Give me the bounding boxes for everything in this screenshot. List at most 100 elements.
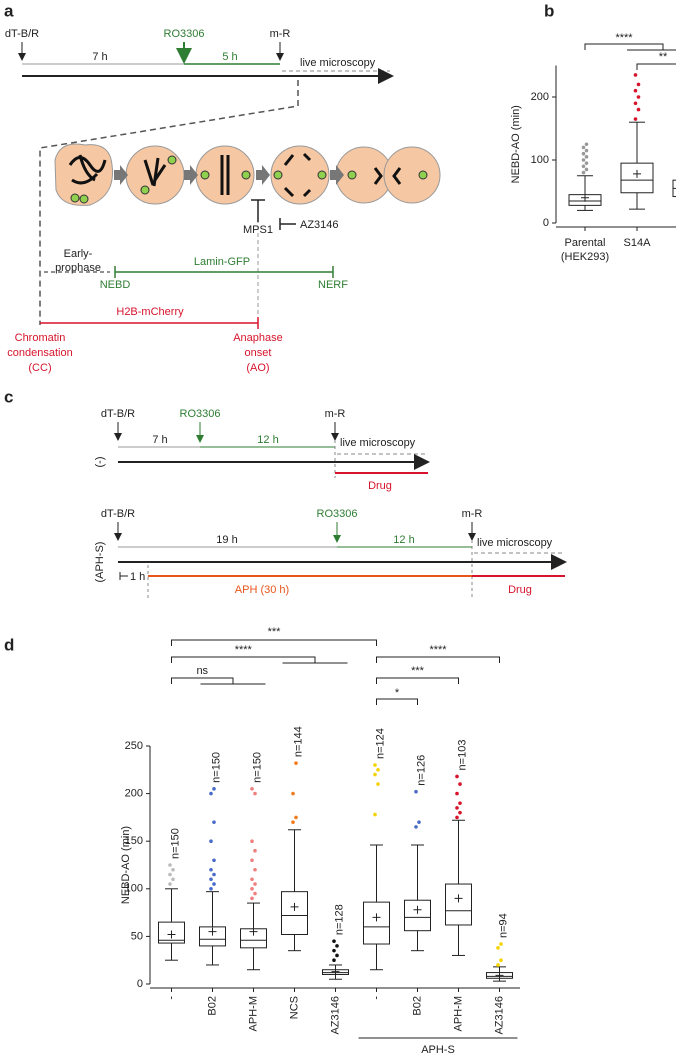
label: dT-B/R xyxy=(101,408,135,420)
panel-a: dT-B/R RO3306 m-R 7 h 5 h live microscop… xyxy=(5,28,441,374)
outlier xyxy=(335,953,339,958)
outlier xyxy=(633,88,638,93)
label: RO3306 xyxy=(180,408,221,420)
n-label: n=150 xyxy=(169,828,181,859)
centrosomes xyxy=(70,155,428,204)
outlier xyxy=(373,812,377,817)
outlier xyxy=(455,815,459,820)
mean xyxy=(581,193,589,202)
mean xyxy=(372,913,381,922)
label: Drug xyxy=(368,480,392,492)
outlier xyxy=(636,107,641,112)
n-label: n=103 xyxy=(456,740,468,771)
y-tick-label: 200 xyxy=(531,91,549,103)
x-tick-label: NCS xyxy=(288,996,300,1019)
significance: *** xyxy=(411,665,425,677)
label: Anaphase xyxy=(233,332,283,344)
outlier xyxy=(581,145,586,150)
y-tick-label: 250 xyxy=(125,740,143,752)
label: (-) xyxy=(94,457,106,468)
box xyxy=(404,899,431,932)
outlier xyxy=(414,789,418,794)
outlier xyxy=(455,791,459,796)
outlier xyxy=(212,787,216,791)
bracket xyxy=(584,43,664,50)
panel-label: c xyxy=(4,387,13,406)
label: (AO) xyxy=(246,362,269,374)
label: RO3306 xyxy=(317,508,358,520)
outlier xyxy=(455,774,459,779)
outlier xyxy=(253,848,257,853)
mean xyxy=(495,971,504,980)
outlier xyxy=(250,787,254,791)
outlier xyxy=(250,858,254,863)
outlier xyxy=(499,958,503,962)
outlier xyxy=(581,170,586,175)
box xyxy=(199,926,226,947)
label: dT-B/R xyxy=(5,28,39,40)
significance: * xyxy=(395,687,400,699)
outlier xyxy=(168,882,172,886)
outlier xyxy=(209,877,213,882)
label: 7 h xyxy=(92,51,107,63)
significance: ** xyxy=(659,51,668,63)
outlier xyxy=(414,825,418,829)
x-tick-label: AZ3146 xyxy=(329,996,341,1035)
outlier xyxy=(584,161,589,165)
label: live microscopy xyxy=(300,57,376,69)
label: m-R xyxy=(270,28,291,40)
outlier xyxy=(633,117,638,121)
x-tick-label: - xyxy=(370,996,382,1000)
panel-label: d xyxy=(4,635,14,654)
outlier xyxy=(332,958,336,962)
label: condensation xyxy=(7,347,72,359)
outlier xyxy=(458,801,462,805)
outlier xyxy=(212,882,216,886)
n-label: n=150 xyxy=(251,752,263,783)
outlier xyxy=(209,867,213,872)
outlier xyxy=(168,863,172,867)
outlier xyxy=(373,763,377,767)
label: (APH-S) xyxy=(94,542,106,583)
outlier xyxy=(332,939,336,943)
bracket xyxy=(376,698,418,705)
label: Drug xyxy=(508,584,532,596)
outlier xyxy=(171,877,175,882)
significance: **** xyxy=(429,644,447,656)
outlier xyxy=(332,948,336,953)
outlier xyxy=(584,155,589,159)
y-tick-label: 150 xyxy=(125,835,143,847)
outlier xyxy=(212,858,216,863)
outlier xyxy=(250,896,254,901)
n-label: n=124 xyxy=(374,728,386,759)
outlier xyxy=(294,815,298,820)
outlier xyxy=(581,158,586,162)
panel-c: dT-B/R RO3306 m-R 7 h 12 h live microsco… xyxy=(94,408,567,598)
label: 12 h xyxy=(393,534,414,546)
label: 7 h xyxy=(152,434,167,446)
label: dT-B/R xyxy=(101,508,135,520)
outlier xyxy=(636,82,641,87)
mean xyxy=(167,930,176,939)
bracket xyxy=(171,639,377,646)
outlier xyxy=(209,887,213,891)
bracket xyxy=(171,677,234,684)
label: 1 h xyxy=(130,571,145,583)
y-tick-label: 0 xyxy=(543,217,549,229)
label: NEBD xyxy=(100,279,131,291)
y-tick-label: 0 xyxy=(137,978,143,990)
zoom-line xyxy=(39,80,299,325)
mean xyxy=(454,894,463,903)
x-tick-label: Parental xyxy=(565,237,606,249)
chromatin xyxy=(68,152,402,198)
outlier xyxy=(633,73,638,77)
mean xyxy=(633,169,641,178)
x-tick-label: B02 xyxy=(206,996,218,1016)
n-label: n=150 xyxy=(210,752,222,783)
significance: *** xyxy=(268,626,282,638)
n-label: n=144 xyxy=(292,726,304,757)
panel-label: a xyxy=(4,1,14,20)
label: H2B-mCherry xyxy=(116,306,184,318)
panel-label: b xyxy=(544,1,554,20)
y-tick-label: 50 xyxy=(131,930,143,942)
